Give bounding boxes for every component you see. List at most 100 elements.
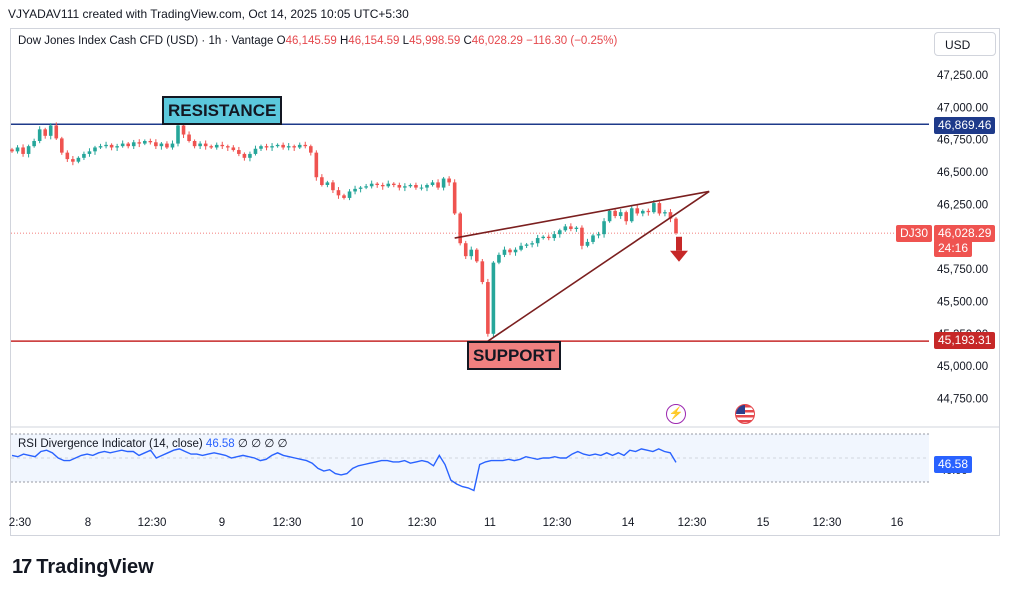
- price-tick-label: 46,750.00: [937, 135, 988, 147]
- candle-body: [574, 227, 579, 229]
- close-value: 46,028.29: [471, 35, 523, 47]
- time-tick-label: 12:30: [273, 517, 302, 529]
- candle-body: [535, 238, 540, 244]
- candle-body: [253, 148, 258, 154]
- chart-caption: VJYADAV111 created with TradingView.com,…: [8, 7, 409, 21]
- candle-body: [408, 184, 413, 187]
- candle-body: [403, 186, 407, 188]
- high-label: H: [339, 35, 349, 47]
- candle-body: [635, 208, 640, 214]
- candle-body: [248, 153, 252, 158]
- candle-body: [181, 125, 186, 135]
- candle-body: [491, 262, 496, 334]
- candle-body: [358, 187, 363, 189]
- time-tick-label: 12:30: [678, 517, 707, 529]
- candle-body: [463, 243, 468, 257]
- candle-body: [674, 218, 678, 234]
- candle-body: [259, 146, 263, 149]
- candle-body: [203, 143, 208, 147]
- price-tick-label: 47,250.00: [937, 70, 988, 82]
- candle-body: [447, 178, 451, 183]
- price-tick-label: 44,750.00: [937, 394, 988, 406]
- candle-body: [541, 236, 545, 239]
- candle-body: [618, 212, 623, 217]
- candle-body: [87, 151, 92, 154]
- candle-body: [115, 146, 119, 148]
- candle-body: [98, 146, 103, 148]
- candle-body: [558, 230, 562, 235]
- candle-body: [585, 241, 590, 246]
- candle-body: [497, 254, 501, 263]
- lightning-icon[interactable]: ⚡: [666, 404, 686, 424]
- time-tick-label: 14: [622, 517, 635, 529]
- time-tick-label: 8: [85, 517, 91, 529]
- tradingview-mark-icon: 17: [12, 556, 32, 578]
- candle-body: [131, 142, 136, 147]
- candles-group: [10, 122, 678, 338]
- candle-body: [65, 152, 70, 160]
- candle-body: [524, 244, 529, 246]
- candle-body: [369, 183, 374, 187]
- candle-body: [242, 153, 247, 158]
- open-label: O: [276, 35, 286, 47]
- candle-body: [607, 210, 612, 222]
- currency-button[interactable]: USD: [934, 32, 996, 56]
- support-annotation[interactable]: SUPPORT: [467, 341, 562, 370]
- candle-body: [331, 182, 335, 191]
- resistance-annotation[interactable]: RESISTANCE: [162, 96, 283, 125]
- price-tick-label: 45,750.00: [937, 264, 988, 276]
- candle-body: [397, 184, 402, 188]
- tradingview-logo-text: TradingView: [36, 556, 154, 578]
- us-flag-icon[interactable]: [735, 404, 755, 424]
- candle-body: [602, 221, 606, 235]
- candle-body: [309, 146, 313, 153]
- time-tick-label: 15: [757, 517, 770, 529]
- candle-body: [32, 140, 36, 147]
- candle-body: [513, 249, 518, 253]
- time-tick-label: 10: [351, 517, 364, 529]
- rsi-name: RSI Divergence Indicator (14, close): [18, 438, 203, 450]
- candle-body: [303, 144, 308, 147]
- price-tick-label: 47,000.00: [937, 102, 988, 114]
- candle-body: [104, 144, 108, 147]
- candle-body: [458, 213, 462, 244]
- candle-body: [314, 152, 319, 178]
- rsi-legend[interactable]: RSI Divergence Indicator (14, close) 46.…: [18, 436, 288, 450]
- candle-body: [380, 184, 385, 187]
- symbol-legend[interactable]: Dow Jones Index Cash CFD (USD) · 1h · Va…: [18, 35, 617, 47]
- candle-body: [646, 210, 651, 213]
- candle-body: [596, 234, 601, 236]
- candle-body: [226, 146, 230, 148]
- candle-body: [231, 147, 236, 151]
- candle-body: [657, 203, 662, 214]
- candle-body: [192, 140, 197, 147]
- candle-body: [530, 243, 534, 245]
- rsi-line: [11, 448, 677, 492]
- price-tick-label: 45,500.00: [937, 296, 988, 308]
- candle-body: [419, 187, 424, 189]
- change-value: −116.30 (−0.25%): [526, 35, 618, 47]
- high-value: 46,154.59: [348, 35, 400, 47]
- candle-body: [508, 249, 512, 253]
- time-tick-label: 2:30: [9, 517, 31, 529]
- down-arrow-shaft: [676, 236, 682, 251]
- candle-body: [392, 183, 396, 185]
- candle-body: [546, 236, 551, 239]
- candle-body: [552, 234, 557, 239]
- candle-body: [425, 184, 429, 188]
- candle-body: [336, 190, 341, 196]
- candle-body: [237, 150, 241, 154]
- rsi-extra: ∅ ∅ ∅ ∅: [237, 438, 288, 450]
- low-value: 45,998.59: [409, 35, 461, 47]
- candle-body: [430, 182, 435, 185]
- candle-body: [159, 143, 164, 147]
- rsi-value: 46.58: [205, 438, 235, 450]
- tradingview-logo: 17 TradingView: [12, 556, 154, 579]
- candle-body: [10, 149, 14, 152]
- candle-body: [663, 212, 667, 214]
- candle-body: [563, 226, 568, 231]
- candle-body: [347, 191, 352, 198]
- candle-body: [475, 249, 479, 262]
- down-arrow-head: [670, 250, 688, 262]
